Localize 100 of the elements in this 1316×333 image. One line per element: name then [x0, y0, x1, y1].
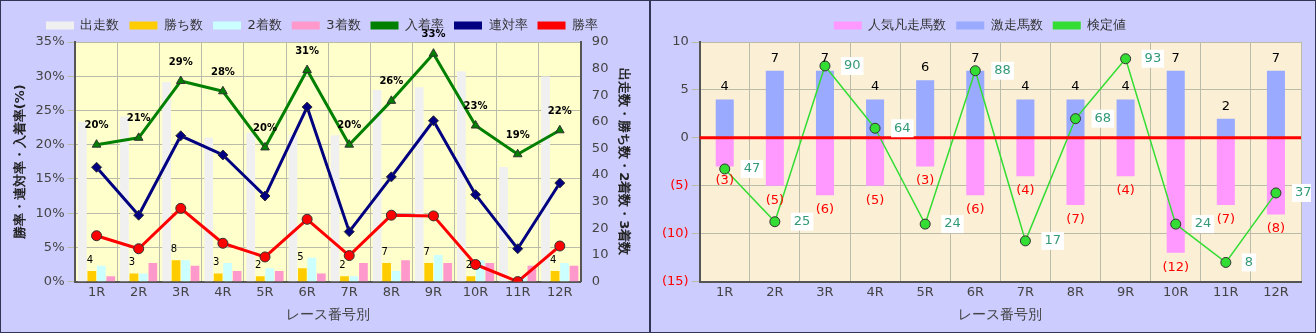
- point: [554, 124, 565, 134]
- bar: [171, 260, 181, 282]
- x-tick-label: 4R: [214, 283, 232, 299]
- x-tick-label: 5R: [916, 283, 934, 299]
- legend-label: 2着数: [247, 16, 282, 32]
- data-label: 26%: [379, 75, 404, 87]
- point: [869, 122, 881, 134]
- bar: [466, 276, 476, 282]
- y-tick-label: 0%: [43, 272, 65, 288]
- y2-tick-label: 10: [591, 246, 609, 262]
- data-label: 17: [1044, 232, 1061, 248]
- bar: [1116, 138, 1135, 177]
- point: [1170, 218, 1182, 230]
- y2-tick-label: 30: [591, 193, 609, 209]
- y-tick-label: 15%: [35, 170, 65, 186]
- point: [91, 161, 103, 173]
- point: [1220, 256, 1232, 268]
- bar: [274, 270, 284, 282]
- data-label: 88: [994, 62, 1011, 78]
- bar: [1216, 138, 1235, 205]
- x-tick-label: 12R: [1263, 283, 1289, 299]
- data-label: 6: [921, 59, 930, 75]
- data-label: 8: [1244, 253, 1254, 269]
- x-axis-title: レース番号別: [286, 306, 371, 323]
- bar: [1166, 138, 1185, 253]
- data-label: 25: [793, 213, 811, 229]
- point: [302, 64, 312, 74]
- point: [470, 258, 482, 270]
- y2-tick-label: 50: [591, 139, 609, 155]
- y-tick-label: 10%: [35, 204, 65, 220]
- data-label: 19%: [505, 128, 530, 140]
- bar: [499, 167, 508, 282]
- legend-label: 出走数: [80, 16, 120, 32]
- legend-label: 検定値: [1087, 16, 1127, 32]
- point: [301, 213, 313, 225]
- point: [343, 226, 355, 238]
- point: [427, 115, 439, 127]
- bar: [255, 276, 265, 282]
- data-label: 2: [465, 258, 473, 270]
- data-label: 7: [1271, 49, 1281, 65]
- data-label: (12): [1162, 258, 1190, 274]
- y-tick-label: (5): [670, 177, 689, 193]
- point: [133, 132, 144, 141]
- point: [719, 163, 731, 175]
- point: [133, 243, 145, 255]
- data-label: 68: [1094, 110, 1112, 126]
- data-label: 4: [1021, 78, 1030, 94]
- point: [554, 177, 566, 189]
- point: [217, 237, 229, 249]
- y-tick-label: 35%: [35, 33, 65, 49]
- data-label: 4: [870, 78, 880, 94]
- legend-label: 激走馬数: [990, 16, 1043, 32]
- legend-label: 人気凡走馬数: [868, 16, 947, 32]
- data-label: (7): [1216, 210, 1236, 226]
- point: [91, 139, 102, 148]
- data-label: 2: [255, 258, 262, 270]
- data-label: 4: [86, 253, 93, 265]
- legend-label: 勝率: [572, 16, 599, 32]
- bar: [966, 138, 985, 196]
- point: [554, 240, 566, 252]
- bar: [815, 138, 834, 196]
- data-label: 23%: [463, 100, 488, 112]
- x-tick-label: 9R: [424, 283, 443, 299]
- bar: [866, 138, 885, 186]
- legend-label: 連対率: [488, 16, 528, 32]
- x-tick-label: 8R: [382, 283, 400, 299]
- data-label: 7: [770, 49, 779, 65]
- bar: [765, 138, 784, 186]
- data-label: (5): [865, 191, 885, 207]
- data-label: 3: [212, 256, 220, 268]
- point: [1019, 235, 1031, 247]
- point: [175, 130, 187, 142]
- point: [512, 243, 524, 255]
- x-tick-label: 11R: [1213, 283, 1239, 299]
- bar: [382, 262, 391, 282]
- data-label: 3: [128, 256, 136, 268]
- data-label: 8: [170, 242, 178, 254]
- data-label: (4): [1016, 182, 1035, 198]
- point: [470, 120, 481, 129]
- data-label: 22%: [547, 104, 572, 116]
- y-tick-label: 5: [680, 81, 689, 97]
- data-label: 5: [297, 250, 304, 262]
- y-tick-label: (10): [662, 225, 689, 241]
- bar: [715, 138, 734, 167]
- data-label: 2: [339, 258, 346, 270]
- y2-tick-label: 40: [591, 166, 609, 182]
- bar: [765, 70, 784, 138]
- point: [260, 141, 270, 151]
- y-tick-label: 25%: [35, 101, 65, 117]
- y2-tick-label: 80: [591, 60, 609, 75]
- point: [512, 148, 523, 158]
- bar: [815, 70, 834, 138]
- data-label: 7: [1171, 49, 1180, 65]
- x-tick-label: 10R: [1162, 283, 1189, 299]
- point: [344, 139, 355, 148]
- bar: [96, 265, 106, 282]
- point: [259, 251, 271, 263]
- y2-tick-label: 0: [591, 272, 601, 288]
- x-tick-label: 1R: [87, 283, 106, 299]
- y-tick-label: 5%: [43, 238, 65, 254]
